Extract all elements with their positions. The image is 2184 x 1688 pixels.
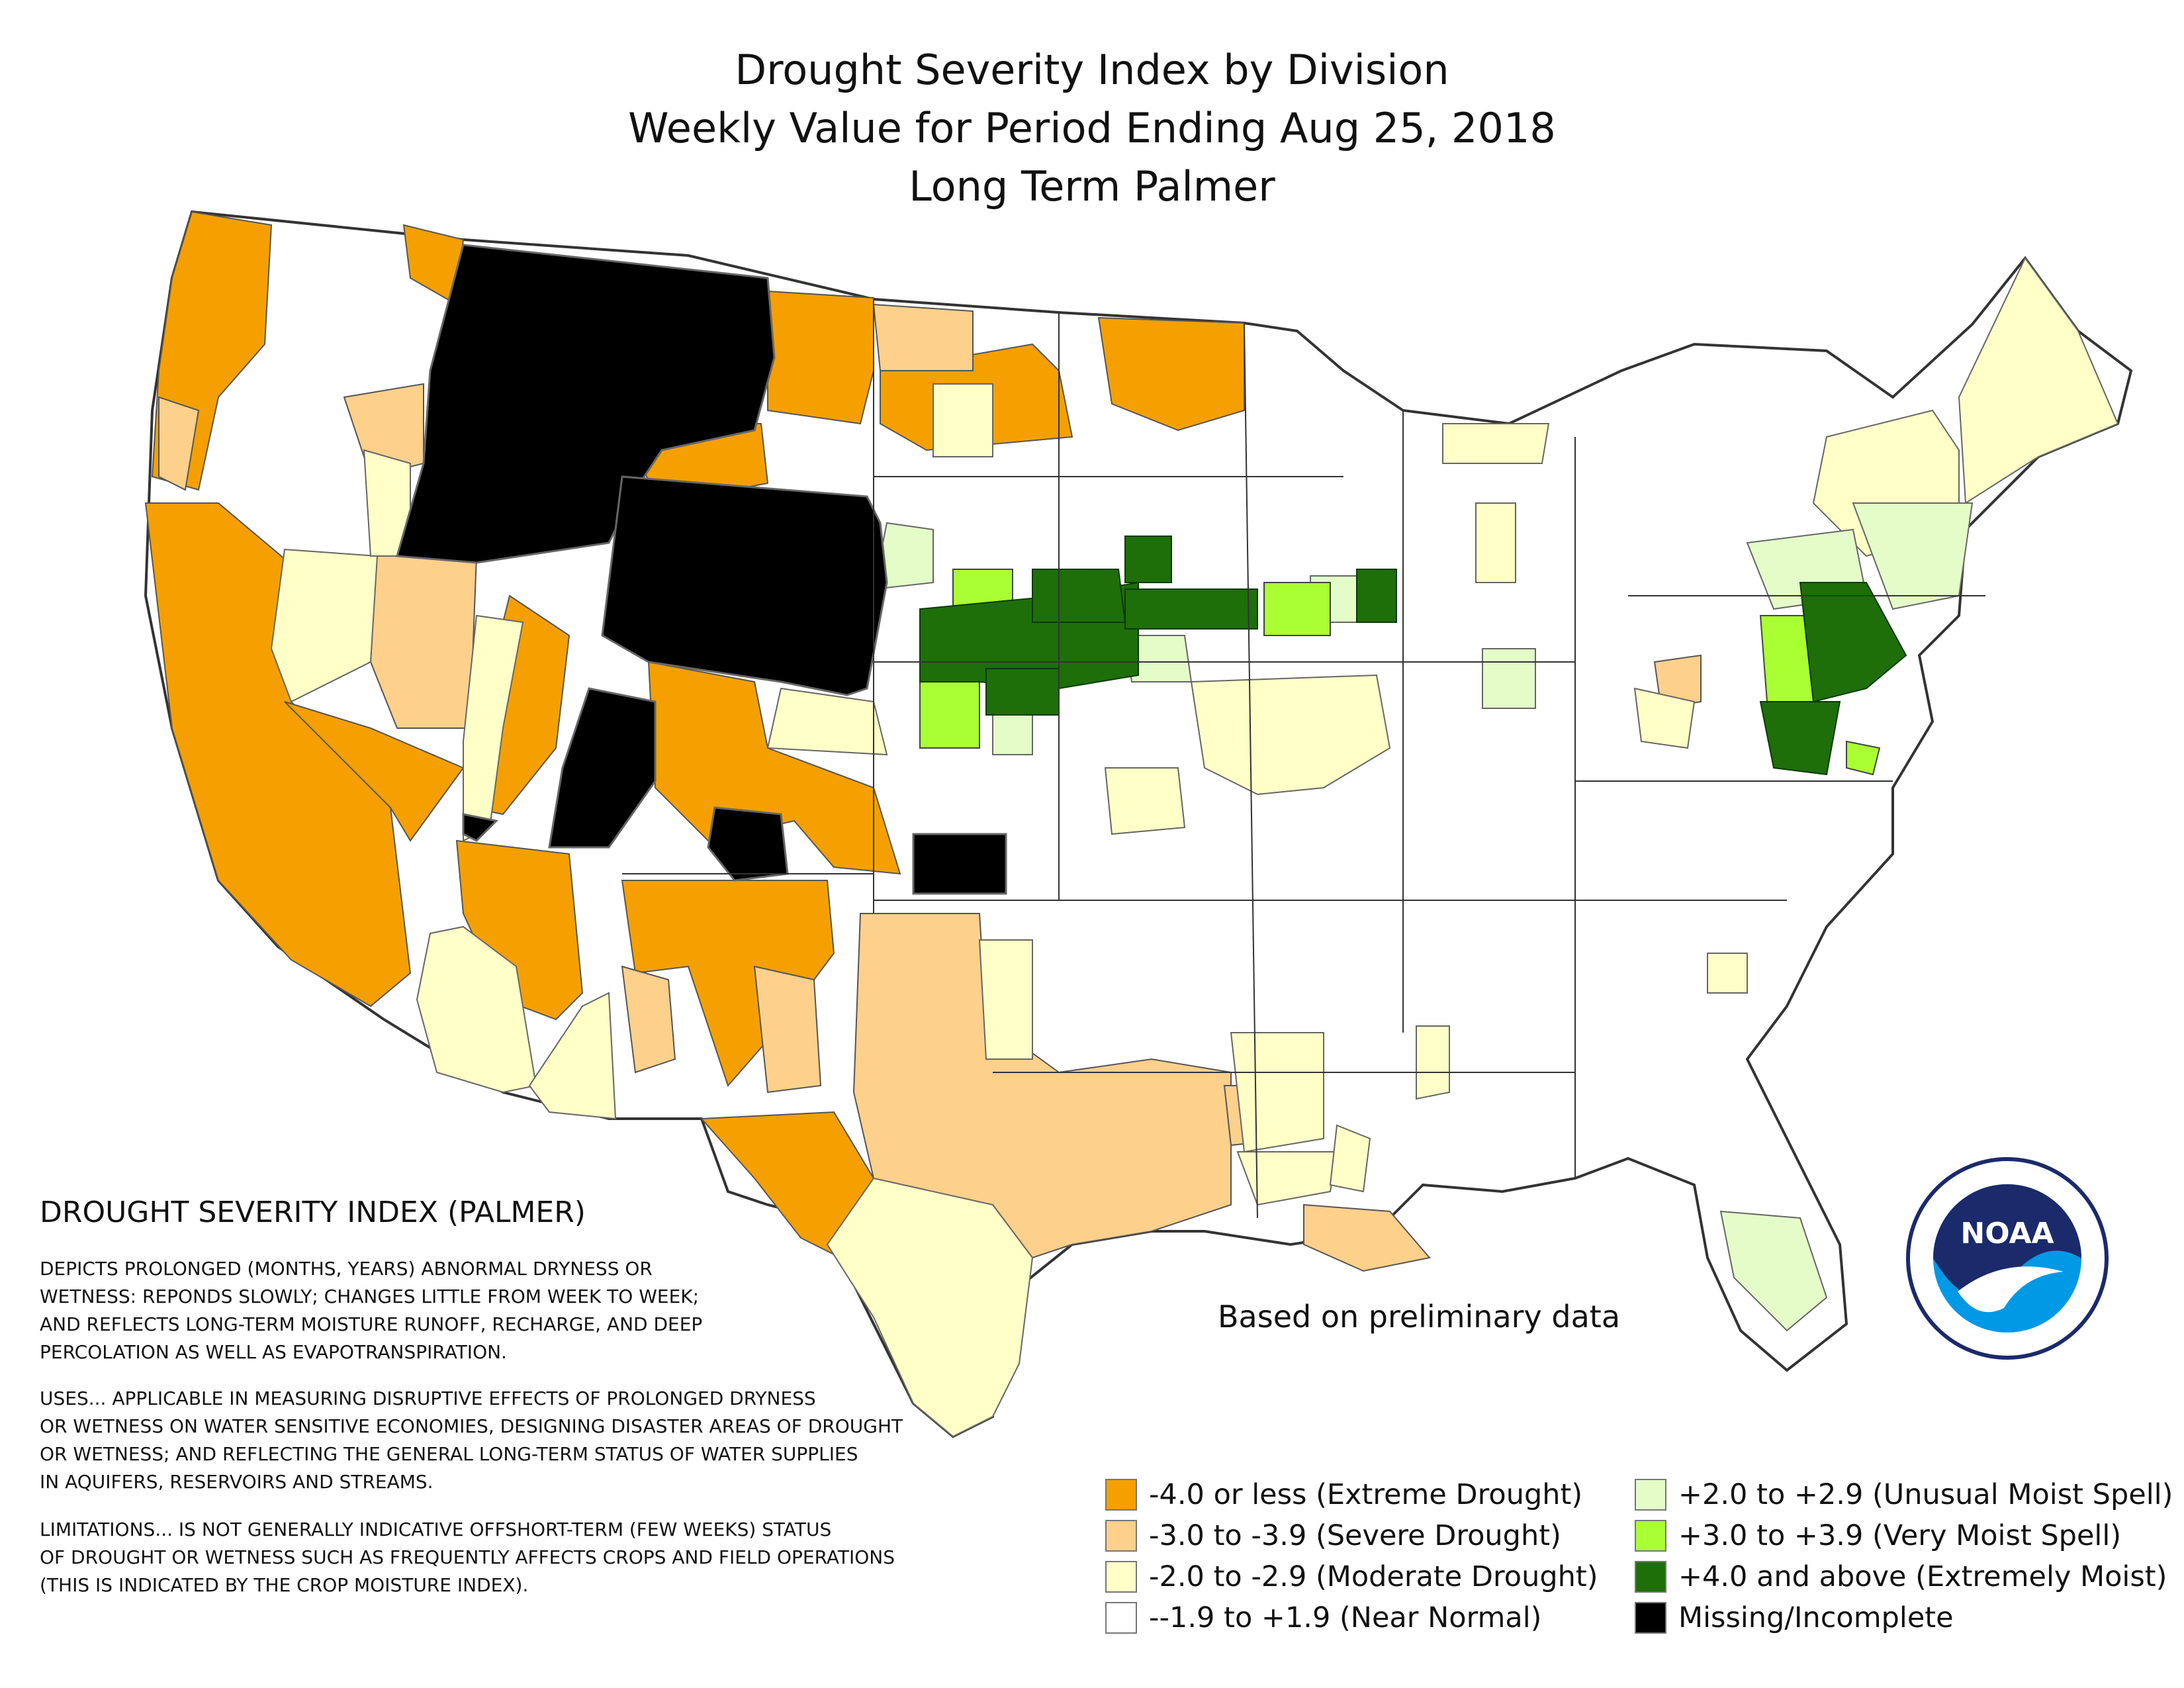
division-region <box>992 714 1033 755</box>
division-region <box>548 687 657 849</box>
division-region <box>1846 740 1881 776</box>
noaa-logo-text: NOAA <box>1960 1217 2054 1250</box>
division-region <box>1329 1124 1371 1193</box>
division-region <box>270 548 379 703</box>
legend-swatch <box>1635 1479 1666 1511</box>
division-region <box>1633 687 1696 749</box>
legend-swatch <box>1105 1520 1137 1552</box>
legend-label: -4.0 or less (Extreme Drought) <box>1149 1478 1583 1511</box>
division-region <box>912 833 1007 895</box>
division-region <box>933 383 993 457</box>
map-title: Drought Severity Index by Division <box>735 46 1449 94</box>
division-region <box>284 701 465 842</box>
division-region <box>1032 569 1126 623</box>
division-region <box>985 668 1060 716</box>
division-region <box>621 965 676 1074</box>
legend-label: +4.0 and above (Extremely Moist) <box>1678 1560 2167 1593</box>
legend-item: Missing/Incomplete <box>1635 1598 1954 1638</box>
legend-swatch <box>1105 1602 1137 1634</box>
division-region <box>766 687 888 756</box>
legend-item: -4.0 or less (Extreme Drought) <box>1105 1475 1582 1515</box>
map-subtitle-period: Weekly Value for Period Ending Aug 25, 2… <box>628 104 1556 152</box>
division-region <box>767 290 874 425</box>
division-region <box>753 965 822 1094</box>
division-region <box>369 548 478 729</box>
legend-swatch <box>1105 1479 1137 1511</box>
division-region <box>455 839 584 1021</box>
division-region <box>1230 1032 1324 1153</box>
legend-item: --1.9 to +1.9 (Near Normal) <box>1105 1598 1541 1638</box>
legend-swatch <box>1635 1520 1666 1552</box>
legend-label: +2.0 to +2.9 (Unusual Moist Spell) <box>1678 1478 2173 1511</box>
legend-item: -3.0 to -3.9 (Severe Drought) <box>1105 1516 1561 1556</box>
division-region <box>1097 316 1245 432</box>
division-region <box>1958 257 2119 504</box>
division-region <box>1482 648 1536 709</box>
division-region <box>1759 701 1841 776</box>
division-region <box>158 396 200 491</box>
unusual-moist-regions <box>872 502 1974 1332</box>
division-region <box>872 303 974 371</box>
division-region <box>1356 569 1397 623</box>
division-region <box>1190 674 1391 796</box>
index-heading: DROUGHT SEVERITY INDEX (PALMER) <box>40 1196 586 1229</box>
legend-label: --1.9 to +1.9 (Near Normal) <box>1149 1601 1542 1634</box>
division-region <box>1303 1203 1431 1272</box>
division-region <box>1442 423 1550 464</box>
division-region <box>978 939 1033 1060</box>
noaa-logo-icon: NOAA <box>1905 1156 2110 1361</box>
index-limitations: LIMITATIONS... IS NOT GENERALLY INDICATI… <box>40 1519 895 1596</box>
legend-item: +4.0 and above (Extremely Moist) <box>1635 1557 2167 1597</box>
legend-swatch <box>1105 1561 1137 1593</box>
division-region <box>621 880 835 1087</box>
division-region <box>416 925 537 1094</box>
division-region <box>647 661 901 875</box>
division-region <box>1416 1025 1450 1100</box>
index-uses: USES... APPLICABLE IN MEASURING DISRUPTI… <box>40 1387 903 1493</box>
legend-label: -3.0 to -3.9 (Severe Drought) <box>1149 1519 1561 1552</box>
division-region <box>462 813 499 842</box>
legend-label: +3.0 to +3.9 (Very Moist Spell) <box>1678 1519 2122 1552</box>
severe-drought-regions <box>158 303 1702 1272</box>
division-region <box>1719 1210 1828 1332</box>
legend-item: +2.0 to +2.9 (Unusual Moist Spell) <box>1635 1475 2173 1515</box>
division-boundaries <box>622 299 1985 1219</box>
legend-label: -2.0 to -2.9 (Moderate Drought) <box>1149 1560 1598 1593</box>
index-description: DEPICTS PROLONGED (MONTHS, YEARS) ABNORM… <box>40 1258 703 1363</box>
legend-item: -2.0 to -2.9 (Moderate Drought) <box>1105 1557 1598 1597</box>
legend-swatch <box>1635 1602 1666 1634</box>
legend-swatch <box>1635 1561 1666 1593</box>
very-moist-regions <box>919 569 1881 776</box>
division-region <box>1236 1151 1338 1206</box>
legend-item: +3.0 to +3.9 (Very Moist Spell) <box>1635 1516 2121 1556</box>
map-legend: -4.0 or less (Extreme Drought) -3.0 to -… <box>1105 1475 2173 1673</box>
division-region <box>1707 953 1748 994</box>
division-region <box>1799 582 1907 703</box>
division-region <box>1104 767 1186 835</box>
preliminary-note: Based on preliminary data <box>1218 1299 1621 1335</box>
division-region <box>826 1177 1034 1438</box>
division-region <box>919 681 980 749</box>
map-subtitle-index: Long Term Palmer <box>909 162 1275 211</box>
missing-regions <box>396 244 1007 895</box>
division-region <box>1263 582 1331 636</box>
division-region <box>707 806 789 882</box>
division-region <box>1124 536 1172 583</box>
legend-label: Missing/Incomplete <box>1678 1601 1954 1634</box>
division-region <box>1124 588 1258 630</box>
division-region <box>528 992 617 1120</box>
division-region <box>1475 502 1516 583</box>
